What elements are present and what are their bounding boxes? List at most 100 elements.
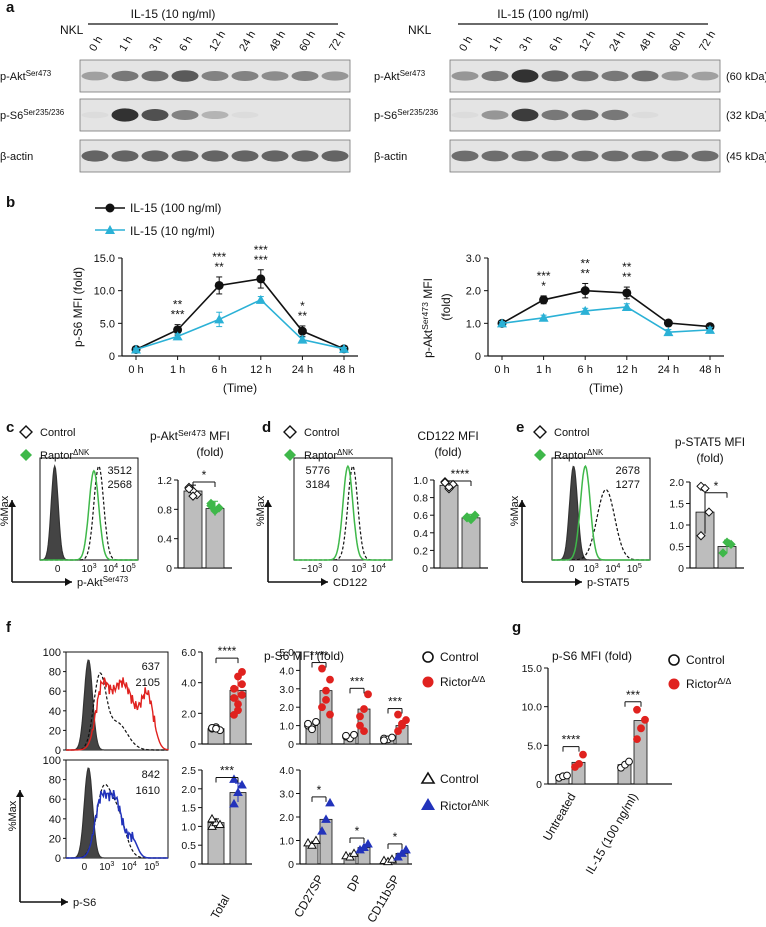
data-point bbox=[237, 780, 247, 789]
y-axis-label: %Max bbox=[0, 495, 11, 526]
mfi-value: 637 bbox=[142, 661, 160, 673]
data-point bbox=[538, 312, 549, 322]
significance-mark: **** bbox=[310, 649, 329, 663]
data-point bbox=[214, 503, 224, 513]
control-histogram bbox=[66, 672, 168, 751]
blot-band bbox=[631, 150, 659, 162]
legend-marker bbox=[421, 798, 435, 810]
significance-mark: * bbox=[202, 468, 207, 482]
x-tick-label: 103 bbox=[584, 561, 599, 575]
y-tick-label: 4.0 bbox=[279, 765, 294, 777]
legend-label: IL-15 (100 ng/ml) bbox=[130, 201, 221, 215]
lane-label: 12 h bbox=[207, 29, 228, 54]
data-point bbox=[394, 710, 402, 719]
blot-title: IL-15 (10 ng/ml) bbox=[131, 7, 216, 21]
blot-band bbox=[141, 109, 169, 121]
legend-marker bbox=[105, 203, 115, 213]
data-point bbox=[388, 733, 396, 742]
blot-band bbox=[231, 71, 259, 81]
x-tick-label: 104 bbox=[103, 561, 118, 575]
x-axis-label: (Time) bbox=[589, 381, 623, 395]
data-point bbox=[256, 274, 266, 284]
blot-band bbox=[601, 70, 629, 82]
lane-label: 60 h bbox=[667, 29, 688, 54]
blot-band bbox=[511, 69, 539, 83]
x-tick-label: 48 h bbox=[699, 364, 720, 376]
ko-histogram bbox=[66, 677, 169, 751]
y-tick-label: 3.0 bbox=[279, 789, 294, 801]
isotype-peak bbox=[66, 659, 168, 751]
data-point bbox=[718, 548, 728, 558]
mfi-value: 5776 bbox=[306, 465, 330, 477]
legend-label: RaptorΔNK bbox=[304, 448, 354, 462]
legend-label: RaptorΔNK bbox=[40, 448, 90, 462]
x-tick-label: 0 bbox=[569, 564, 575, 575]
blot-row-label: β-actin bbox=[0, 151, 33, 163]
significance-mark: **** bbox=[451, 467, 470, 481]
y-tick-label: 2.5 bbox=[181, 765, 196, 777]
data-point bbox=[297, 326, 307, 336]
y-tick-label: 0 bbox=[166, 563, 172, 575]
data-point bbox=[212, 724, 220, 733]
chart-title: p-AktSer473 MFI bbox=[150, 428, 230, 443]
chart-title: p-STAT5 MFI bbox=[675, 435, 745, 449]
blot-band bbox=[321, 150, 349, 162]
y-tick-label: 3.0 bbox=[466, 253, 481, 265]
arrow-head bbox=[61, 898, 68, 906]
y-tick-label: 1.5 bbox=[669, 499, 684, 511]
data-point bbox=[641, 715, 649, 724]
y-axis-label: %Max bbox=[7, 800, 19, 831]
blot-band bbox=[541, 70, 569, 82]
data-point bbox=[633, 735, 641, 744]
ko-histogram bbox=[294, 464, 392, 561]
data-point bbox=[625, 757, 633, 766]
arrow-head bbox=[321, 578, 328, 586]
y-tick-label: 0.5 bbox=[181, 840, 196, 852]
data-point bbox=[230, 684, 238, 693]
y-tick-label: 20 bbox=[49, 725, 61, 737]
blot-band bbox=[691, 71, 719, 81]
significance-mark: **** bbox=[562, 733, 581, 747]
panel-letter-d: d bbox=[262, 419, 271, 436]
blot-band bbox=[481, 150, 509, 162]
data-point bbox=[356, 721, 364, 730]
data-point bbox=[696, 531, 706, 541]
panel-letter-g: g bbox=[512, 619, 521, 636]
y-tick-label: 1.0 bbox=[279, 721, 294, 733]
lane-label: 6 h bbox=[547, 34, 565, 53]
y-tick-label: 60 bbox=[49, 794, 61, 806]
blot-band bbox=[231, 111, 259, 119]
blot-band bbox=[201, 111, 229, 119]
ko-histogram bbox=[40, 469, 138, 561]
data-point bbox=[633, 705, 641, 714]
data-point bbox=[172, 331, 183, 341]
significance-mark: *** bbox=[254, 253, 268, 267]
arrow-head bbox=[264, 500, 272, 507]
blot-row-label: β-actin bbox=[374, 151, 407, 163]
y-tick-label: 0 bbox=[190, 859, 196, 871]
y-tick-label: 0 bbox=[55, 745, 61, 757]
blot-band bbox=[601, 150, 629, 162]
legend-label: Control bbox=[40, 427, 75, 439]
y-tick-label: 0.6 bbox=[413, 510, 428, 522]
data-point bbox=[207, 813, 217, 823]
blot-band bbox=[81, 71, 109, 81]
data-point bbox=[215, 819, 225, 829]
chart-title: CD122 MFI bbox=[417, 429, 478, 443]
data-point bbox=[173, 325, 183, 335]
data-point bbox=[321, 814, 331, 823]
x-axis-label: p-STAT5 bbox=[587, 577, 629, 589]
mfi-value: 2105 bbox=[136, 677, 160, 689]
data-point bbox=[637, 724, 645, 733]
data-point bbox=[398, 719, 406, 728]
data-point bbox=[229, 774, 239, 783]
data-point bbox=[580, 286, 590, 296]
x-tick-label: 0 bbox=[55, 564, 61, 575]
panel-letter-f: f bbox=[6, 619, 12, 636]
x-axis-label: p-AktSer473 bbox=[77, 575, 129, 589]
significance-mark: ** bbox=[173, 298, 183, 312]
arrow-head bbox=[575, 578, 582, 586]
data-point bbox=[663, 327, 674, 337]
data-point bbox=[214, 314, 225, 324]
